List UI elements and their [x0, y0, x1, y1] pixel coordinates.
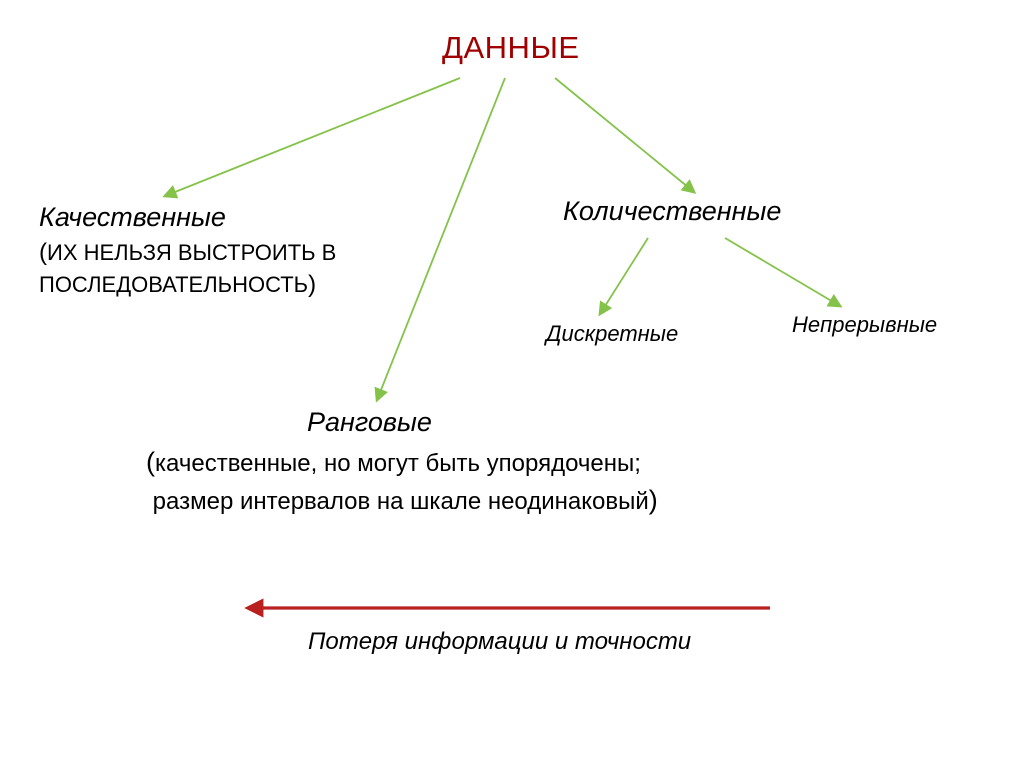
- arrow-title-to-rank: [377, 78, 505, 400]
- qualitative-desc-line1: ИХ НЕЛЬЗЯ ВЫСТРОИТЬ В: [47, 240, 336, 265]
- node-continuous: Непрерывные: [792, 312, 937, 338]
- node-rank-label: Ранговые: [307, 407, 432, 438]
- rank-paren-close: ): [649, 485, 658, 515]
- qualitative-label: Качественные: [39, 202, 336, 233]
- rank-paren-open: (: [146, 447, 155, 477]
- qualitative-desc: (ИХ НЕЛЬЗЯ ВЫСТРОИТЬ В ПОСЛЕДОВАТЕЛЬНОСТ…: [39, 237, 336, 302]
- arrow-quantitative-to-continuous: [725, 238, 840, 306]
- node-rank-desc: (качественные, но могут быть упорядочены…: [146, 444, 658, 520]
- arrow-quantitative-to-discrete: [600, 238, 648, 314]
- arrow-title-to-qualitative: [165, 78, 460, 196]
- node-quantitative: Количественные: [563, 196, 781, 227]
- diagram-title: ДАННЫЕ: [442, 30, 580, 66]
- node-qualitative: Качественные (ИХ НЕЛЬЗЯ ВЫСТРОИТЬ В ПОСЛ…: [39, 202, 336, 302]
- arrow-title-to-quantitative: [555, 78, 694, 192]
- rank-desc-line2: размер интервалов на шкале неодинаковый: [153, 488, 649, 515]
- qualitative-paren-close: ): [308, 271, 316, 298]
- rank-desc-line1: качественные, но могут быть упорядочены;: [155, 450, 641, 477]
- bottom-arrow-label: Потеря информации и точности: [308, 628, 691, 656]
- qualitative-paren-open: (: [39, 239, 47, 266]
- qualitative-desc-line2: ПОСЛЕДОВАТЕЛЬНОСТЬ: [39, 272, 308, 297]
- node-discrete: Дискретные: [546, 321, 678, 347]
